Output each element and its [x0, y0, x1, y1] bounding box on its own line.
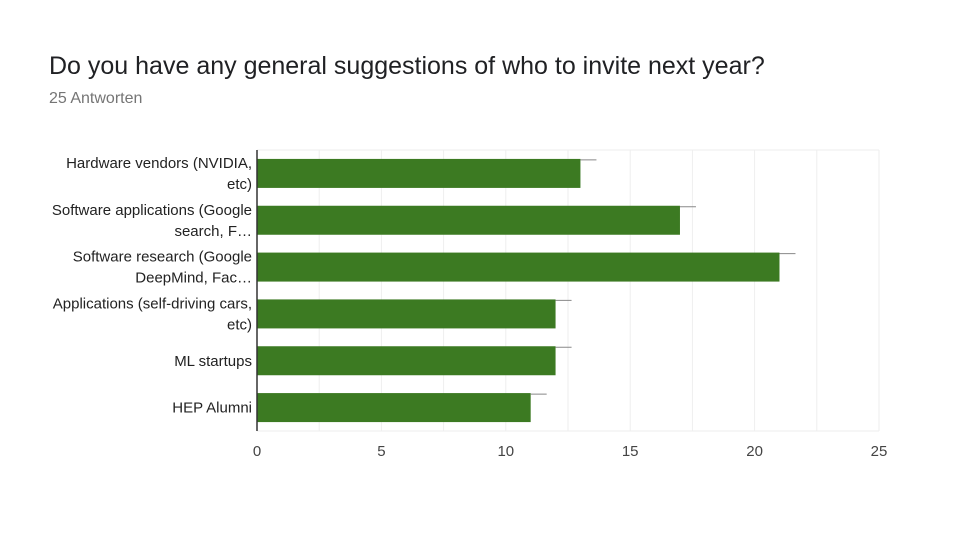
category-label: search, F… — [174, 223, 252, 240]
bar — [257, 299, 556, 329]
category-label: ML startups — [174, 353, 252, 370]
category-label: etc) — [227, 176, 252, 193]
bar — [257, 393, 531, 423]
x-tick-label: 10 — [497, 443, 514, 460]
x-tick-label: 20 — [746, 443, 763, 460]
category-label: HEP Alumni — [172, 400, 252, 417]
chart-title: Do you have any general suggestions of w… — [49, 52, 765, 80]
x-tick-label: 25 — [871, 443, 888, 460]
category-label: DeepMind, Fac… — [135, 270, 252, 287]
category-label: etc) — [227, 316, 252, 333]
response-count: 25 Antworten — [49, 90, 143, 107]
category-label: Applications (self-driving cars, — [53, 295, 252, 312]
x-tick-label: 5 — [377, 443, 385, 460]
bar — [257, 346, 556, 376]
bar — [257, 205, 680, 235]
category-label: Hardware vendors (NVIDIA, — [66, 155, 252, 172]
category-label: Software applications (Google — [52, 202, 252, 219]
x-tick-label: 0 — [253, 443, 261, 460]
x-tick-label: 15 — [622, 443, 639, 460]
bar — [257, 158, 581, 188]
bar — [257, 252, 780, 282]
category-label: Software research (Google — [73, 249, 252, 266]
